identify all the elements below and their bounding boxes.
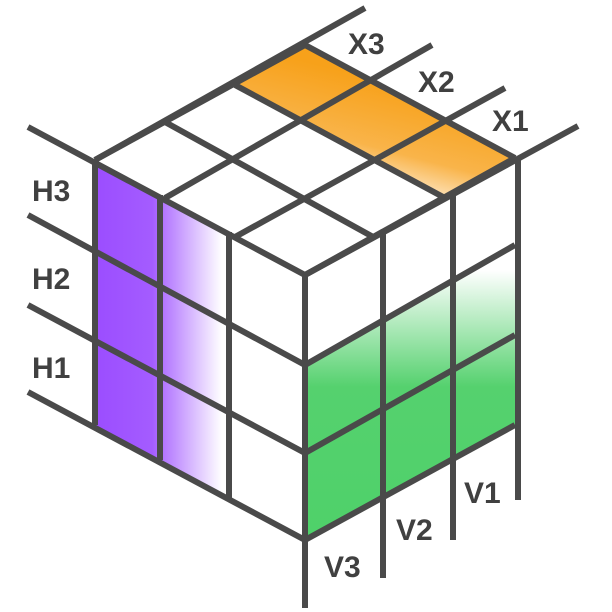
grid-right-h4 [303, 422, 517, 543]
label-x1: X1 [492, 105, 529, 138]
grid-top-3 [233, 85, 507, 240]
label-x3: X3 [348, 28, 385, 61]
top-face-highlight [235, 45, 515, 198]
label-v3: V3 [324, 551, 361, 584]
label-v2: V2 [396, 514, 433, 547]
grid-left-h1 [26, 124, 307, 278]
label-x2: X2 [418, 66, 455, 99]
label-h1: H1 [32, 352, 70, 385]
label-h3: H3 [32, 175, 70, 208]
grid-top-6 [163, 119, 377, 241]
grid-right-h2 [303, 242, 517, 368]
grid-left-h2 [26, 212, 307, 368]
grid-top-7 [233, 82, 447, 201]
grid-top-8 [303, 42, 517, 161]
grid-right-h1 [303, 155, 517, 278]
label-v1: V1 [464, 477, 501, 510]
grid-top-5 [93, 42, 307, 163]
grid-left-h3 [26, 302, 307, 456]
cube-grid [26, 5, 580, 608]
grid-left-h4 [26, 389, 307, 543]
grid-right-h3 [303, 332, 517, 456]
label-h2: H2 [32, 263, 70, 296]
